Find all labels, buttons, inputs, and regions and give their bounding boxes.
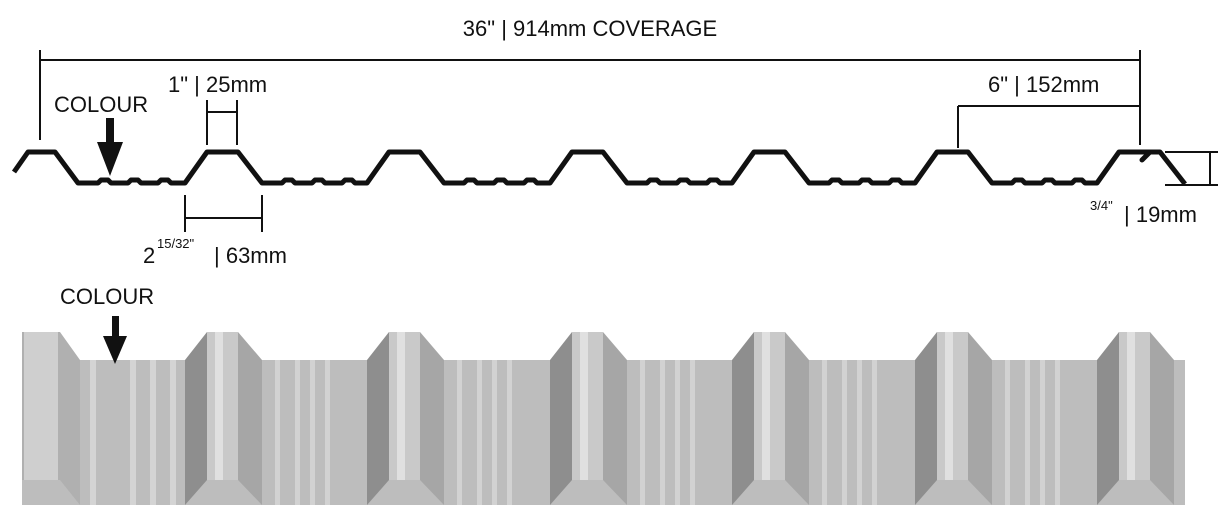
panel-colour-arrow <box>103 316 127 364</box>
coverage-dimension <box>39 50 1141 145</box>
panel-rib-right-side <box>785 332 809 505</box>
panel-stripe <box>90 360 96 505</box>
panel-stripe <box>457 360 462 505</box>
rib-height-fraction: 3/4" <box>1090 198 1113 213</box>
panel-rib-right-side <box>420 332 444 505</box>
profile-colour-label: COLOUR <box>54 92 148 117</box>
panel-stripe <box>857 360 862 505</box>
panel-stripe <box>640 360 645 505</box>
rib-top-label: 1" | 25mm <box>168 72 267 97</box>
rib-base-dimension <box>184 195 263 232</box>
panel-rib-highlight <box>580 332 588 480</box>
panel-stripe <box>492 360 497 505</box>
rib-base-whole: 2 <box>143 243 155 268</box>
panel-stripe <box>1005 360 1010 505</box>
rib-height-dimension <box>1165 151 1218 186</box>
panel-rib-left-side <box>1097 332 1119 505</box>
rib-top-dimension <box>206 100 238 145</box>
panel-rib-left-side <box>550 332 572 505</box>
panel-rib-highlight <box>397 332 405 480</box>
profile-colour-arrow <box>97 118 123 176</box>
panel-rib-highlight <box>215 332 223 480</box>
panel-rib-highlight <box>762 332 770 480</box>
panel-rib-left-side <box>367 332 389 505</box>
panel-stripe <box>325 360 330 505</box>
panel-rib-left-side <box>185 332 207 505</box>
rib-height-metric: | 19mm <box>1124 202 1197 227</box>
rib-base-fraction: 15/32" <box>157 236 195 251</box>
panel-stripe <box>1025 360 1030 505</box>
panel-rib-highlight <box>945 332 953 480</box>
coverage-label: 36" | 914mm COVERAGE <box>463 16 717 41</box>
panel-stripe <box>690 360 695 505</box>
panel-stripe <box>310 360 315 505</box>
panel-stripe <box>170 360 176 505</box>
panel-rib-left-side <box>732 332 754 505</box>
panel-rib-right-side <box>238 332 262 505</box>
panel-stripe <box>822 360 827 505</box>
panel-stripe <box>1040 360 1045 505</box>
panel-stripe <box>842 360 847 505</box>
profile-line <box>11 149 1187 186</box>
rib-spacing-label: 6" | 152mm <box>988 72 1099 97</box>
panel-stripe <box>275 360 280 505</box>
panel-stripe <box>507 360 512 505</box>
panel-rib-left-side <box>915 332 937 505</box>
panel-rib-highlight <box>1127 332 1135 480</box>
panel-rib-right-side <box>603 332 627 505</box>
panel-stripe <box>675 360 680 505</box>
panel-stripe <box>295 360 300 505</box>
panel-colour-label: COLOUR <box>60 284 154 309</box>
panel-stripe <box>1055 360 1060 505</box>
panel-render <box>22 332 1185 505</box>
panel-stripe <box>660 360 665 505</box>
panel-stripe <box>130 360 136 505</box>
panel-stripe <box>150 360 156 505</box>
panel-stripe <box>477 360 482 505</box>
rib-spacing-dimension <box>957 105 1140 148</box>
panel-left-rib-top <box>24 332 58 480</box>
panel-stripe <box>872 360 877 505</box>
panel-rib-right-side <box>1150 332 1174 505</box>
rib-base-metric: | 63mm <box>214 243 287 268</box>
panel-rib-right-side <box>968 332 992 505</box>
